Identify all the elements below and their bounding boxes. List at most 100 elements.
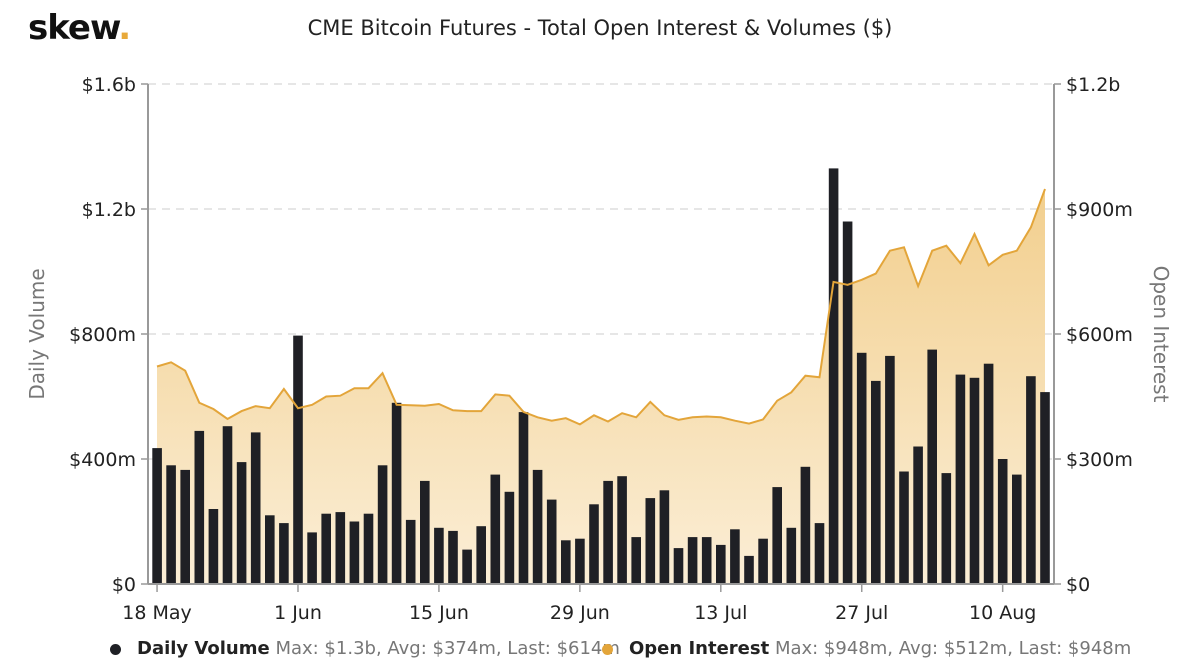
- volume-bar: [603, 480, 613, 584]
- left-tick-label: $400m: [69, 449, 136, 471]
- volume-bar: [758, 538, 768, 584]
- volume-bar: [997, 459, 1008, 584]
- volume-bar: [786, 527, 797, 585]
- volume-bar: [434, 527, 444, 585]
- volume-bar: [744, 555, 754, 584]
- volume-bar: [828, 168, 839, 584]
- left-axis-title: Daily Volume: [25, 268, 49, 399]
- right-tick-label: $300m: [1066, 449, 1133, 471]
- left-tick-label: $1.6b: [82, 74, 136, 96]
- volume-bar: [265, 515, 275, 585]
- volume-bar: [913, 446, 923, 584]
- volume-bar: [377, 465, 388, 585]
- legend-marker-open-interest: [602, 643, 613, 655]
- volume-bar: [518, 412, 529, 584]
- open-interest-area: [157, 189, 1045, 584]
- logo-text: skew: [28, 8, 119, 48]
- volume-bar: [814, 523, 825, 584]
- volume-bars: [152, 168, 1050, 585]
- volume-bar: [955, 374, 966, 584]
- right-axis-title: Open Interest: [1149, 266, 1173, 403]
- skew-logo: skew.: [28, 8, 131, 48]
- volume-bar: [1040, 392, 1050, 584]
- volume-bar: [349, 521, 360, 584]
- volume-bar: [293, 335, 303, 584]
- volume-bar: [899, 471, 909, 584]
- chart-title: CME Bitcoin Futures - Total Open Interes…: [307, 16, 893, 40]
- volume-bar: [941, 473, 952, 584]
- x-tick-label: 18 May: [122, 602, 192, 624]
- right-axis-ticks: $0 $300m $600m $900m $1.2b: [1054, 74, 1133, 596]
- volume-bar: [321, 513, 331, 584]
- volume-bar: [800, 466, 811, 584]
- volume-bar: [983, 363, 994, 584]
- volume-bar: [631, 537, 641, 584]
- volume-bar: [772, 487, 782, 584]
- volume-bar: [645, 498, 656, 584]
- volume-bar: [194, 430, 205, 584]
- volume-bar: [842, 221, 853, 584]
- volume-bar: [504, 491, 515, 584]
- volume-bar: [885, 355, 895, 584]
- volume-bar: [335, 512, 346, 584]
- x-tick-label: 15 Jun: [409, 602, 469, 624]
- volume-bar: [208, 509, 219, 584]
- logo-dot: .: [118, 8, 131, 48]
- volume-bar: [236, 462, 247, 584]
- volume-bar: [532, 469, 543, 584]
- x-tick-label: 1 Jun: [274, 602, 322, 624]
- volume-bar: [1012, 474, 1022, 584]
- left-axis-ticks: $0 $400m $800m $1.2b $1.6b: [69, 74, 148, 596]
- volume-bar: [716, 544, 726, 584]
- legend-volume-name: Daily Volume: [137, 638, 270, 659]
- legend-item-open-interest[interactable]: Open Interest Max: $948m, Avg: $512m, La…: [602, 638, 1131, 659]
- x-tick-label: 13 Jul: [694, 602, 747, 624]
- volume-bar: [1026, 376, 1036, 584]
- volume-bar: [180, 469, 190, 584]
- volume-bar: [222, 426, 233, 584]
- volume-bar: [250, 432, 261, 584]
- volume-bar: [687, 537, 698, 584]
- volume-bar: [166, 465, 176, 585]
- right-tick-label: $600m: [1066, 324, 1133, 346]
- volume-bar: [730, 529, 740, 584]
- volume-bar: [617, 476, 627, 584]
- volume-bar: [462, 549, 472, 584]
- legend-marker-volume: [110, 643, 121, 655]
- x-axis-ticks: 18 May 1 Jun 15 Jun 29 Jun 13 Jul 27 Jul 10 Au…: [122, 584, 1036, 624]
- left-tick-label: $800m: [69, 324, 136, 346]
- right-tick-label: $1.2b: [1066, 74, 1120, 96]
- left-tick-label: $0: [112, 574, 136, 596]
- volume-bar: [856, 352, 867, 585]
- left-tick-label: $1.2b: [82, 199, 136, 221]
- volume-bar: [420, 480, 430, 584]
- volume-bar: [490, 474, 501, 584]
- volume-bar: [589, 504, 599, 584]
- volume-bar: [152, 448, 162, 584]
- legend-volume-stats: Max: $1.3b, Avg: $374m, Last: $614m: [275, 638, 620, 659]
- legend-item-daily-volume[interactable]: Daily Volume Max: $1.3b, Avg: $374m, Las…: [110, 638, 620, 659]
- x-tick-label: 29 Jun: [550, 602, 610, 624]
- volume-bar: [969, 377, 980, 585]
- volume-bar: [927, 349, 937, 584]
- volume-bar: [363, 513, 374, 584]
- volume-bar: [871, 380, 881, 584]
- volume-bar: [279, 523, 289, 584]
- volume-bar: [476, 526, 486, 584]
- right-tick-label: $900m: [1066, 199, 1133, 221]
- volume-bar: [405, 519, 416, 584]
- volume-bar: [307, 532, 317, 584]
- open-interest-line: [156, 188, 1046, 426]
- volume-bar: [673, 548, 684, 584]
- legend-oi-name: Open Interest: [629, 638, 770, 659]
- legend-oi-stats: Max: $948m, Avg: $512m, Last: $948m: [774, 638, 1132, 659]
- volume-bar: [701, 537, 712, 584]
- volume-bar: [546, 499, 557, 584]
- right-tick-label: $0: [1066, 574, 1090, 596]
- volume-bar: [659, 490, 670, 585]
- x-tick-label: 10 Aug: [969, 602, 1036, 624]
- volume-bar: [561, 540, 571, 585]
- volume-bar: [448, 530, 458, 584]
- volume-bar: [575, 538, 585, 584]
